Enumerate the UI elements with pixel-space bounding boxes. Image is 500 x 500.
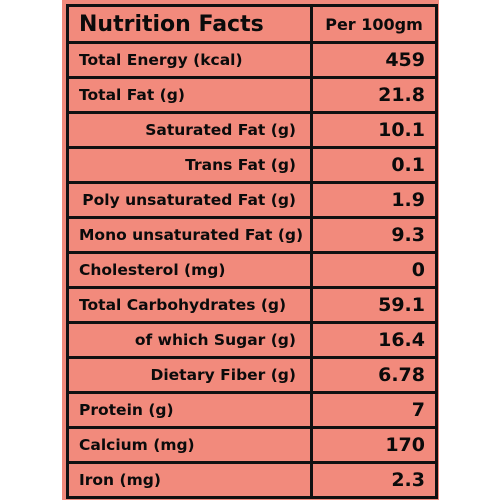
nutrient-label: Poly unsaturated Fat (g): [66, 181, 313, 219]
nutrient-label: Protein (g): [66, 391, 313, 429]
nutrient-row-mono-unsaturated-fat: Mono unsaturated Fat (g) 9.3: [66, 216, 438, 254]
nutrient-value: 7: [310, 391, 438, 429]
nutrient-label: of which Sugar (g): [66, 321, 313, 359]
header-row: Nutrition Facts Per 100gm: [66, 4, 438, 44]
nutrient-row-total-fat: Total Fat (g) 21.8: [66, 76, 438, 114]
nutrient-value: 170: [310, 426, 438, 464]
nutrient-value: 16.4: [310, 321, 438, 359]
nutrient-value: 459: [310, 41, 438, 79]
nutrient-row-total-carbohydrates: Total Carbohydrates (g) 59.1: [66, 286, 438, 324]
nutrient-label: Calcium (mg): [66, 426, 313, 464]
nutrient-value: 6.78: [310, 356, 438, 394]
nutrient-row-saturated-fat: Saturated Fat (g) 10.1: [66, 111, 438, 149]
nutrient-value: 0.1: [310, 146, 438, 184]
per-serving-heading: Per 100gm: [310, 4, 438, 44]
nutrient-row-dietary-fiber: Dietary Fiber (g) 6.78: [66, 356, 438, 394]
nutrient-row-poly-unsaturated-fat: Poly unsaturated Fat (g) 1.9: [66, 181, 438, 219]
nutrient-value: 59.1: [310, 286, 438, 324]
nutrient-label: Saturated Fat (g): [66, 111, 313, 149]
nutrient-label: Trans Fat (g): [66, 146, 313, 184]
nutrient-row-cholesterol: Cholesterol (mg) 0: [66, 251, 438, 289]
nutrient-value: 0: [310, 251, 438, 289]
nutrient-label: Total Carbohydrates (g): [66, 286, 313, 324]
nutrient-value: 2.3: [310, 461, 438, 499]
nutrient-label: Cholesterol (mg): [66, 251, 313, 289]
nutrient-row-total-energy: Total Energy (kcal) 459: [66, 41, 438, 79]
nutrient-row-sugar: of which Sugar (g) 16.4: [66, 321, 438, 359]
nutrient-row-protein: Protein (g) 7: [66, 391, 438, 429]
nutrient-label: Dietary Fiber (g): [66, 356, 313, 394]
nutrient-label: Total Energy (kcal): [66, 41, 313, 79]
nutrient-value: 1.9: [310, 181, 438, 219]
nutrient-value: 21.8: [310, 76, 438, 114]
nutrient-value: 9.3: [310, 216, 438, 254]
nutrient-row-iron: Iron (mg) 2.3: [66, 461, 438, 499]
nutrient-row-calcium: Calcium (mg) 170: [66, 426, 438, 464]
nutrient-label: Mono unsaturated Fat (g): [66, 216, 313, 254]
nutrient-label: Total Fat (g): [66, 76, 313, 114]
nutrient-row-trans-fat: Trans Fat (g) 0.1: [66, 146, 438, 184]
table-title: Nutrition Facts: [66, 4, 313, 44]
nutrient-label: Iron (mg): [66, 461, 313, 499]
nutrition-facts-table: Nutrition Facts Per 100gm Total Energy (…: [66, 4, 438, 499]
nutrient-value: 10.1: [310, 111, 438, 149]
